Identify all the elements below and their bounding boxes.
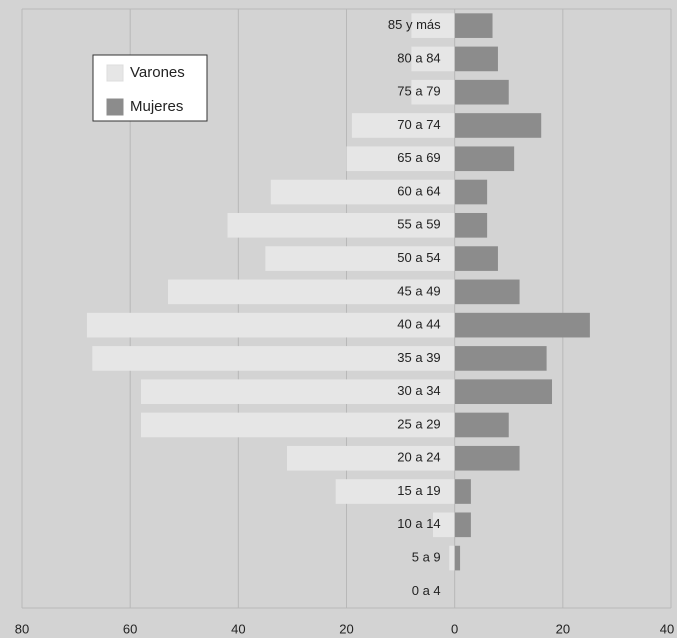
x-tick-label: 60	[123, 621, 137, 636]
bar	[454, 179, 488, 205]
category-label: 65 a 69	[397, 150, 440, 165]
bar	[140, 412, 455, 438]
category-label: 75 a 79	[397, 84, 440, 99]
category-label: 25 a 29	[397, 416, 440, 431]
bar	[454, 79, 509, 105]
category-label: 30 a 34	[397, 383, 440, 398]
category-label: 5 a 9	[412, 550, 441, 565]
bar	[168, 279, 455, 305]
bar	[454, 379, 553, 405]
category-label: 40 a 44	[397, 317, 440, 332]
category-label: 45 a 49	[397, 283, 440, 298]
legend-swatch	[106, 98, 124, 116]
bar	[433, 512, 455, 538]
bar	[270, 179, 455, 205]
bar	[454, 479, 471, 504]
category-label: 20 a 24	[397, 450, 440, 465]
bar	[92, 346, 455, 371]
bar	[454, 46, 498, 72]
bar	[140, 379, 455, 405]
bar	[351, 113, 455, 138]
bar	[454, 246, 498, 271]
bar	[454, 445, 520, 471]
x-tick-label: 40	[231, 621, 245, 636]
category-label: 85 y más	[388, 17, 441, 32]
x-tick-label: 20	[339, 621, 353, 636]
bar	[454, 146, 515, 172]
category-label: 10 a 14	[397, 516, 440, 531]
bar	[454, 312, 590, 338]
x-tick-label: 80	[15, 621, 29, 636]
bar	[454, 346, 547, 371]
legend-swatch	[106, 64, 124, 82]
bar	[346, 146, 455, 172]
category-label: 70 a 74	[397, 117, 440, 132]
bar	[454, 212, 488, 238]
bar	[227, 212, 455, 238]
bar	[265, 246, 455, 271]
category-label: 55 a 59	[397, 217, 440, 232]
legend-label: Mujeres	[130, 98, 183, 115]
bar	[411, 79, 455, 105]
category-label: 50 a 54	[397, 250, 440, 265]
x-tick-label: 20	[556, 621, 570, 636]
bar	[86, 312, 455, 338]
category-label: 0 a 4	[412, 583, 441, 598]
x-tick-label: 40	[660, 621, 674, 636]
bar	[454, 13, 493, 38]
bar	[454, 412, 509, 438]
x-tick-label: 0	[451, 621, 458, 636]
bar	[287, 445, 455, 471]
category-label: 60 a 64	[397, 183, 440, 198]
bar	[449, 545, 455, 571]
bar	[411, 46, 455, 72]
bar	[454, 279, 520, 305]
legend-label: Varones	[130, 64, 185, 81]
bar	[454, 113, 542, 138]
bar	[454, 545, 461, 571]
category-label: 35 a 39	[397, 350, 440, 365]
category-label: 15 a 19	[397, 483, 440, 498]
bar	[454, 512, 471, 538]
bar	[411, 13, 455, 38]
category-label: 80 a 84	[397, 50, 440, 65]
bar	[335, 479, 455, 504]
